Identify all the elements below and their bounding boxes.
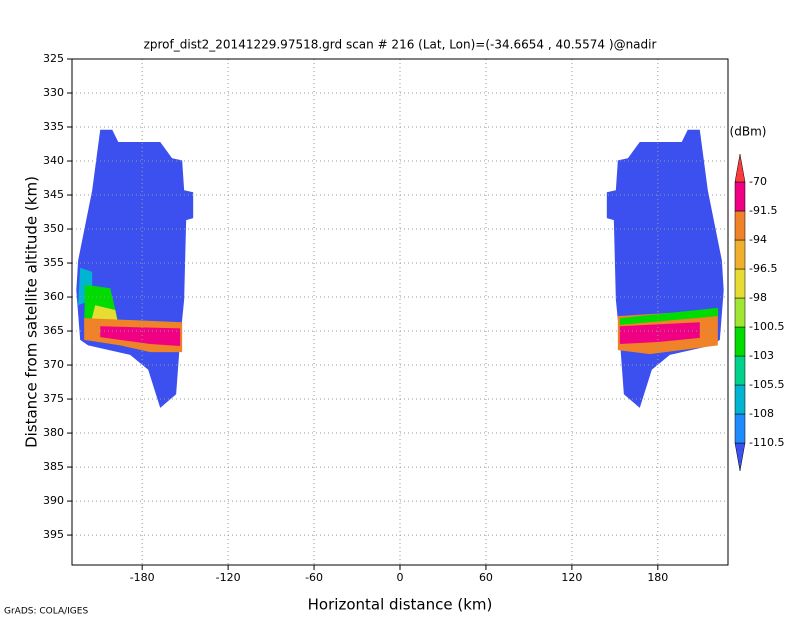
y-tick-label: 375	[43, 392, 64, 405]
y-tick-label: 340	[43, 154, 64, 167]
credit: GrADS: COLA/IGES	[4, 607, 88, 617]
colorbar-box	[734, 297, 746, 328]
plot-frame	[71, 58, 729, 566]
y-tick-label: 330	[43, 86, 64, 99]
colorbar-label: -91.5	[749, 204, 777, 217]
colorbar-label: -96.5	[749, 262, 777, 275]
colorbar-low	[734, 442, 746, 472]
colorbar-label: -94	[749, 233, 767, 246]
x-tick-label: 0	[397, 571, 404, 584]
y-tick-label: 385	[43, 460, 64, 473]
colorbar-label: -103	[749, 349, 774, 362]
y-tick-label: 365	[43, 324, 64, 337]
colorbar-box	[734, 239, 746, 270]
y-tick-label: 355	[43, 256, 64, 269]
y-tick-label: 350	[43, 222, 64, 235]
x-tick-label: -60	[305, 571, 323, 584]
colorbar-label: -98	[749, 291, 767, 304]
chart-title: zprof_dist2_20141229.97518.grd scan # 21…	[144, 38, 657, 52]
colorbar-label: -70	[749, 175, 767, 188]
y-tick-label: 370	[43, 358, 64, 371]
y-tick-label: 380	[43, 426, 64, 439]
y-axis-label: Distance from satellite altitude (km)	[23, 176, 41, 448]
colorbar-label: -108	[749, 407, 774, 420]
y-tick-label: 335	[43, 120, 64, 133]
y-tick-label: 360	[43, 290, 64, 303]
colorbar-label: -100.5	[749, 320, 784, 333]
colorbar-box	[734, 413, 746, 444]
colorbar-box	[734, 384, 746, 415]
colorbar-box	[734, 268, 746, 299]
y-tick-label: 390	[43, 494, 64, 507]
x-tick-label: 180	[647, 571, 668, 584]
y-tick-label: 325	[43, 52, 64, 65]
colorbar-unit: (dBm)	[730, 125, 767, 139]
x-tick-label: -120	[216, 571, 241, 584]
colorbar-box	[734, 326, 746, 357]
colorbar-box	[734, 210, 746, 241]
colorbar-box	[734, 181, 746, 212]
colorbar-high	[734, 153, 746, 183]
x-tick-label: 120	[561, 571, 582, 584]
shaded-region	[619, 307, 718, 325]
x-axis-label: Horizontal distance (km)	[308, 596, 493, 614]
colorbar-label: -110.5	[749, 436, 784, 449]
colorbar-label: -105.5	[749, 378, 784, 391]
y-tick-label: 345	[43, 188, 64, 201]
shaded-region	[619, 322, 700, 344]
shaded-region	[76, 129, 194, 408]
y-tick-label: 395	[43, 528, 64, 541]
x-tick-label: 60	[479, 571, 493, 584]
shaded-region	[606, 129, 724, 408]
colorbar-box	[734, 355, 746, 386]
x-tick-label: -180	[130, 571, 155, 584]
